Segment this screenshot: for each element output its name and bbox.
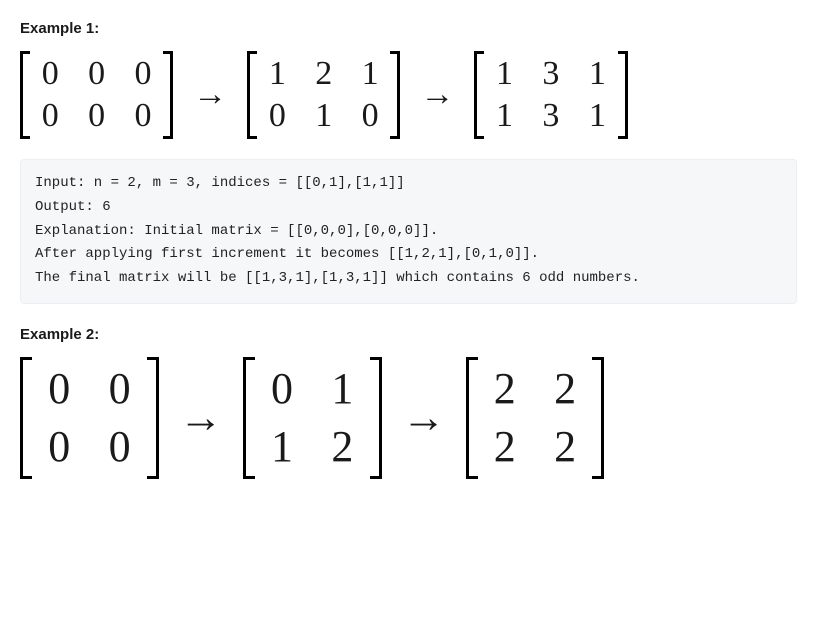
right-bracket	[163, 51, 173, 139]
matrix-cell: 1	[494, 57, 514, 91]
matrix-cell: 0	[269, 367, 295, 411]
matrix-cell: 0	[360, 99, 380, 133]
left-bracket	[466, 357, 478, 479]
left-bracket	[247, 51, 257, 139]
matrix-cell: 0	[46, 425, 72, 469]
code-line: Input: n = 2, m = 3, indices = [[0,1],[1…	[35, 172, 782, 196]
matrix-cell: 3	[541, 57, 561, 91]
matrix-grid: 000000	[30, 51, 163, 139]
left-bracket	[243, 357, 255, 479]
matrix-cell: 1	[494, 99, 514, 133]
code-line: Output: 6	[35, 196, 782, 220]
matrix: 131 131	[474, 51, 627, 139]
matrix-cell: 0	[46, 367, 72, 411]
right-bracket	[370, 357, 382, 479]
matrix-cell: 3	[541, 99, 561, 133]
right-bracket	[592, 357, 604, 479]
matrix-cell: 2	[329, 425, 355, 469]
matrix-cell: 0	[40, 99, 60, 133]
matrix-cell: 0	[106, 425, 132, 469]
arrow-icon: →	[400, 392, 448, 443]
matrix-cell: 2	[552, 425, 578, 469]
matrix-grid: 0112	[255, 357, 370, 479]
right-bracket	[147, 357, 159, 479]
left-bracket	[20, 357, 32, 479]
matrix-cell: 0	[267, 99, 287, 133]
matrix-cell: 1	[267, 57, 287, 91]
matrix-grid: 2222	[478, 357, 593, 479]
right-bracket	[618, 51, 628, 139]
example1-heading: Example 1:	[20, 20, 797, 37]
code-line: After applying first increment it become…	[35, 243, 782, 267]
example1-matrix-sequence: 000000→121010→131131	[20, 51, 797, 139]
matrix-cell: 2	[314, 57, 334, 91]
arrow-icon: →	[418, 76, 456, 114]
matrix: 0000	[20, 357, 159, 479]
matrix-cell: 0	[86, 57, 106, 91]
matrix-cell: 1	[329, 367, 355, 411]
matrix-cell: 2	[492, 367, 518, 411]
matrix-cell: 0	[133, 57, 153, 91]
matrix-cell: 1	[314, 99, 334, 133]
code-line: Explanation: Initial matrix = [[0,0,0],[…	[35, 220, 782, 244]
code-line: The final matrix will be [[1,3,1],[1,3,1…	[35, 267, 782, 291]
matrix-cell: 2	[492, 425, 518, 469]
example2-heading: Example 2:	[20, 326, 797, 343]
matrix-cell: 2	[552, 367, 578, 411]
matrix-grid: 0000	[32, 357, 147, 479]
matrix-grid: 131 131	[484, 51, 617, 139]
matrix-cell: 1	[587, 99, 607, 133]
matrix: 0112	[243, 357, 382, 479]
right-bracket	[390, 51, 400, 139]
matrix-cell: 0	[86, 99, 106, 133]
matrix-cell: 1	[269, 425, 295, 469]
matrix: 121010	[247, 51, 400, 139]
matrix-grid: 121010	[257, 51, 390, 139]
matrix-cell: 0	[106, 367, 132, 411]
example2-matrix-sequence: 0000→0112→2222	[20, 357, 797, 479]
matrix-cell: 0	[40, 57, 60, 91]
example1-codebox: Input: n = 2, m = 3, indices = [[0,1],[1…	[20, 159, 797, 304]
matrix-cell: 0	[133, 99, 153, 133]
left-bracket	[20, 51, 30, 139]
arrow-icon: →	[191, 76, 229, 114]
arrow-icon: →	[177, 392, 225, 443]
matrix-cell: 1	[587, 57, 607, 91]
matrix: 2222	[466, 357, 605, 479]
matrix: 000000	[20, 51, 173, 139]
left-bracket	[474, 51, 484, 139]
matrix-cell: 1	[360, 57, 380, 91]
